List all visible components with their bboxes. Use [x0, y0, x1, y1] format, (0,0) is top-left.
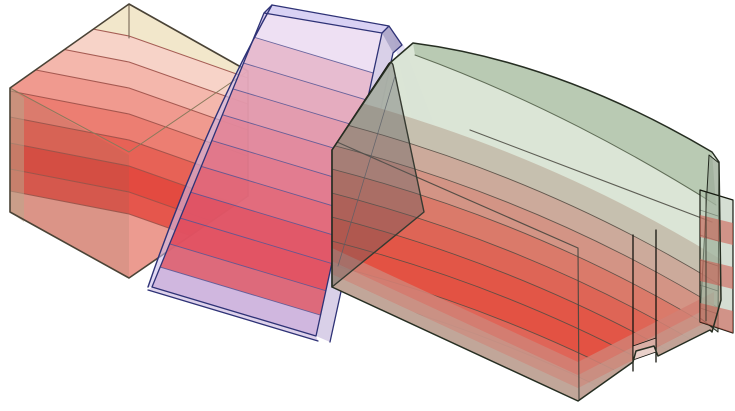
block-slab-band-6 — [332, 238, 721, 401]
block-step-box-red-bands — [700, 215, 733, 333]
block-bottom-strip-3r — [578, 292, 714, 375]
box-slab-band-2 — [10, 39, 248, 130]
block-green-wash — [332, 43, 721, 401]
box-slab-band-4 — [10, 91, 248, 182]
block-bottom-strip-3 — [332, 248, 578, 375]
block-outline — [331, 42, 722, 402]
bow-wedge-inner-line — [337, 75, 396, 267]
box-left-face-shade — [10, 88, 129, 278]
block-slab-band-1 — [332, 118, 721, 312]
block-stack-top-back-edge — [469, 129, 713, 223]
prism-left-edge-curve — [147, 4, 273, 288]
box-top-inner-edges — [9, 70, 249, 153]
block-slab-band-4 — [332, 190, 721, 384]
prism-bottom-face — [148, 287, 318, 341]
block-slab-band-2 — [332, 142, 721, 336]
prism-front-wash — [152, 13, 382, 336]
block-slab-band-5 — [332, 214, 721, 401]
block-top-band — [413, 43, 716, 205]
prism-top-face — [264, 5, 389, 33]
prism-contour-lines — [152, 13, 382, 336]
block-bottom-strip-1 — [332, 274, 578, 401]
block-slab-band-0 — [332, 92, 721, 288]
prism-top-right-face — [382, 26, 402, 53]
box-slab-band-8 — [10, 191, 248, 278]
block-bottom-strip-2 — [332, 261, 578, 388]
prism-left-face — [148, 5, 272, 287]
block-top-band-inner-arc — [414, 54, 717, 206]
box-slab-band-3 — [10, 65, 248, 156]
box-left-edge-strip — [10, 88, 24, 222]
